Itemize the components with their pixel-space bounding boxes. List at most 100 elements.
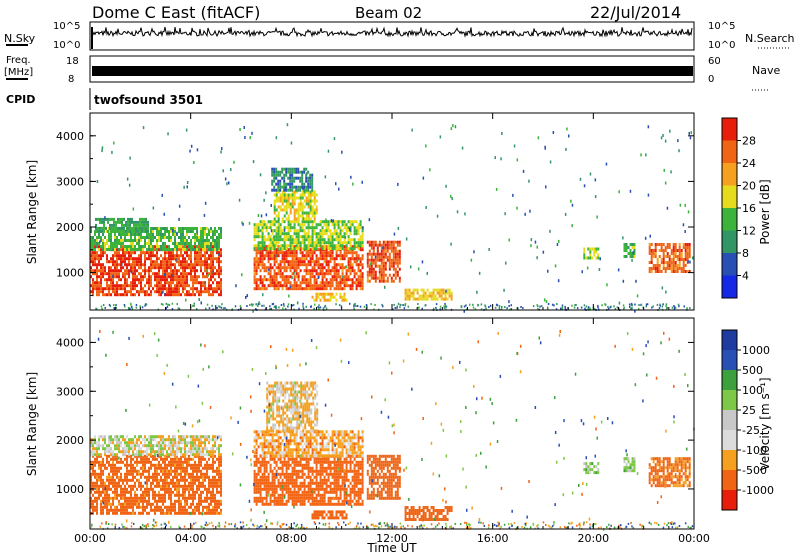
velocity-cell bbox=[170, 493, 172, 497]
power-cell bbox=[132, 260, 134, 264]
power-scatter-point bbox=[249, 136, 251, 140]
velocity-cell bbox=[164, 447, 166, 451]
power-cell bbox=[120, 233, 122, 236]
power-scatter-point bbox=[248, 221, 251, 225]
power-cell bbox=[261, 241, 264, 245]
power-cell bbox=[345, 284, 348, 288]
power-colorbar-tick-label: 20 bbox=[742, 180, 756, 193]
power-ground-point bbox=[658, 307, 661, 310]
power-cell bbox=[273, 287, 276, 291]
velocity-cell bbox=[174, 484, 176, 488]
power-cell bbox=[118, 278, 120, 282]
power-cell bbox=[136, 269, 138, 273]
power-cell bbox=[301, 241, 304, 245]
power-cell bbox=[287, 278, 290, 282]
velocity-cell bbox=[194, 511, 196, 515]
power-cell bbox=[150, 236, 152, 239]
power-cell bbox=[105, 217, 107, 221]
power-cell bbox=[359, 260, 362, 264]
power-cell bbox=[130, 266, 132, 270]
velocity-cell bbox=[148, 502, 150, 506]
power-cell bbox=[124, 278, 126, 282]
velocity-cell bbox=[98, 460, 100, 464]
velocity-cell bbox=[202, 478, 204, 482]
power-cell bbox=[269, 238, 272, 242]
power-cell bbox=[98, 236, 100, 239]
velocity-cell bbox=[136, 460, 138, 464]
power-cell bbox=[672, 243, 675, 246]
velocity-cell bbox=[110, 469, 112, 473]
power-cell bbox=[104, 293, 106, 297]
power-cell bbox=[267, 247, 270, 251]
power-cell bbox=[656, 261, 659, 264]
power-cell bbox=[136, 242, 138, 245]
velocity-cell bbox=[188, 472, 190, 476]
power-cell bbox=[430, 297, 433, 301]
velocity-cell bbox=[108, 460, 110, 464]
power-cell bbox=[178, 275, 180, 279]
velocity-cell bbox=[92, 447, 94, 451]
power-cell bbox=[311, 193, 314, 197]
power-cell bbox=[335, 223, 338, 227]
velocity-cell bbox=[164, 505, 166, 509]
power-cell bbox=[323, 244, 326, 248]
power-cell bbox=[313, 287, 316, 291]
nsearch-label: N.Search bbox=[745, 32, 795, 45]
power-cell bbox=[162, 278, 164, 282]
power-cell bbox=[269, 269, 272, 273]
power-scatter-point bbox=[353, 304, 355, 308]
power-ground-point bbox=[318, 304, 320, 307]
velocity-cell bbox=[162, 444, 164, 448]
power-cell bbox=[327, 263, 330, 267]
power-cell bbox=[255, 244, 258, 248]
power-cell bbox=[259, 260, 262, 264]
power-cell bbox=[386, 246, 389, 250]
velocity-cell bbox=[206, 487, 208, 491]
power-cell bbox=[295, 241, 298, 245]
power-ground-point bbox=[631, 306, 633, 309]
power-cell bbox=[372, 270, 375, 274]
velocity-cell bbox=[178, 463, 180, 467]
velocity-cell bbox=[162, 460, 164, 464]
velocity-cell bbox=[156, 502, 158, 506]
velocity-cell bbox=[194, 475, 196, 479]
velocity-cell bbox=[130, 505, 132, 509]
power-cell bbox=[357, 278, 360, 282]
power-cell bbox=[257, 266, 260, 270]
power-cell bbox=[184, 281, 186, 285]
velocity-cell bbox=[178, 487, 180, 491]
velocity-cell bbox=[104, 441, 106, 445]
power-cell bbox=[158, 287, 160, 291]
power-cell bbox=[140, 257, 142, 261]
velocity-cell bbox=[126, 463, 128, 467]
power-cell bbox=[192, 248, 194, 251]
power-cell bbox=[132, 287, 134, 291]
power-cell bbox=[118, 251, 120, 255]
velocity-cell bbox=[144, 450, 146, 454]
power-cell bbox=[287, 263, 290, 267]
power-cell bbox=[291, 173, 294, 177]
power-cell bbox=[299, 241, 302, 245]
power-cell bbox=[106, 254, 108, 258]
velocity-cell bbox=[158, 508, 160, 512]
power-cell bbox=[281, 229, 284, 233]
power-cell bbox=[319, 266, 322, 270]
velocity-cell bbox=[158, 505, 160, 509]
power-cell bbox=[372, 249, 375, 253]
power-cell bbox=[122, 257, 124, 261]
power-cell bbox=[337, 254, 340, 258]
power-scatter-point bbox=[670, 170, 672, 174]
power-ground-point bbox=[231, 308, 234, 311]
station-title: Dome C East (fitACF) bbox=[92, 3, 260, 22]
power-cell bbox=[688, 255, 691, 258]
power-cell bbox=[176, 293, 178, 297]
power-cell bbox=[154, 254, 156, 258]
power-ground-point bbox=[465, 304, 467, 307]
power-scatter-point bbox=[522, 169, 525, 173]
power-ground-point bbox=[252, 303, 254, 306]
velocity-cell bbox=[110, 447, 112, 451]
power-cell bbox=[124, 254, 126, 258]
velocity-cell bbox=[200, 475, 202, 479]
power-cell bbox=[678, 255, 681, 258]
